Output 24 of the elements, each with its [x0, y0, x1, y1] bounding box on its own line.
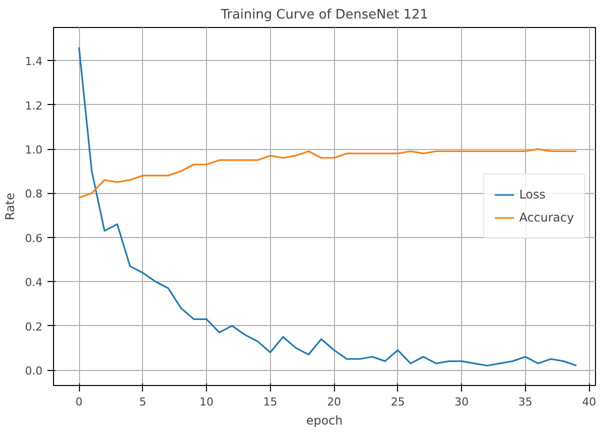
- y-tick-label: 1.2: [25, 99, 43, 112]
- y-tick-label: 0.0: [25, 364, 43, 378]
- x-tick-label: 30: [454, 396, 469, 408]
- y-tick-label: 1.4: [25, 55, 43, 68]
- x-tick-label: 0: [76, 396, 83, 408]
- y-tick-label: 1.0: [25, 144, 43, 157]
- y-tick-label: 0.8: [25, 188, 43, 201]
- line-series: [78, 148, 578, 198]
- y-tick-label: 0.6: [25, 232, 43, 245]
- chart-title: Training Curve of DenseNet 121: [220, 8, 428, 22]
- x-tick-label: 10: [200, 396, 214, 408]
- x-tick-label: 25: [390, 396, 405, 408]
- y-axis-title: Rate: [3, 192, 18, 220]
- x-axis-title: epoch: [306, 414, 343, 428]
- legend-label: Accuracy: [519, 210, 574, 224]
- x-tick-label: 15: [263, 396, 278, 408]
- x-tick-label: 20: [327, 396, 342, 408]
- y-tick-label: 0.4: [25, 276, 43, 290]
- x-tick-label: 5: [139, 396, 146, 408]
- x-tick-label: 40: [582, 396, 596, 408]
- y-tick-label: 0.2: [25, 320, 43, 334]
- legend-label: Loss: [519, 188, 546, 202]
- x-tick-label: 35: [518, 396, 532, 408]
- line-series: [78, 46, 578, 366]
